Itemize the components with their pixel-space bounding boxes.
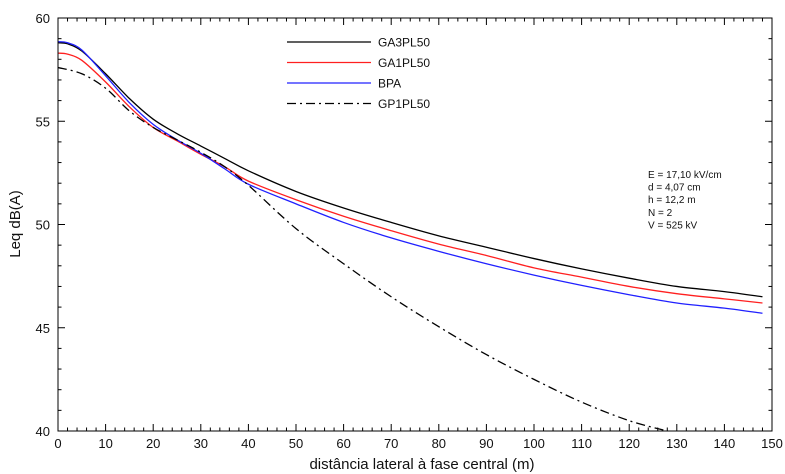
- x-tick-label: 80: [432, 436, 446, 451]
- annotation-line: V = 525 kV: [648, 220, 698, 231]
- x-tick-label: 140: [714, 436, 736, 451]
- y-tick-label: 55: [36, 114, 50, 129]
- y-tick-label: 40: [36, 424, 50, 439]
- series-line-ga3pl50: [57, 42, 763, 298]
- x-tick-label: 20: [146, 436, 160, 451]
- series-line-ga1pl50: [57, 52, 763, 304]
- x-tick-label: 90: [479, 436, 493, 451]
- series-line-gp1pl50: [57, 66, 668, 432]
- annotation-line: d = 4,07 cm: [648, 183, 701, 194]
- x-tick-label: 130: [666, 436, 688, 451]
- x-tick-label: 70: [384, 436, 398, 451]
- x-tick-label: 0: [54, 436, 61, 451]
- x-tick-label: 30: [194, 436, 208, 451]
- y-tick-label: 50: [36, 218, 50, 233]
- x-tick-label: 120: [618, 436, 640, 451]
- x-tick-label: 110: [571, 436, 592, 451]
- annotation-line: E = 17,10 kV/cm: [648, 170, 722, 181]
- legend-label-gp1pl50: GP1PL50: [378, 97, 430, 111]
- x-tick-label: 100: [523, 436, 545, 451]
- y-tick-label: 45: [36, 321, 50, 336]
- series-line-bpa: [57, 41, 763, 314]
- legend: GA3PL50 GA1PL50 BPA GP1PL50: [287, 36, 430, 111]
- parameter-annotations: E = 17,10 kV/cm d = 4,07 cmh = 12,2 m N = …: [648, 170, 722, 231]
- x-tick-label: 60: [336, 436, 350, 451]
- series-layer: [57, 41, 763, 432]
- x-tick-label: 50: [289, 436, 303, 451]
- x-tick-label: 40: [241, 436, 255, 451]
- x-tick-label: 150: [761, 436, 783, 451]
- legend-label-bpa: BPA: [378, 77, 401, 91]
- plot-frame: [57, 17, 773, 432]
- annotation-line: N = 2: [648, 208, 673, 219]
- x-axis-title: distância lateral à fase central (m): [309, 456, 534, 473]
- annotation-line: h = 12,2 m: [648, 195, 696, 206]
- legend-label-ga1pl50: GA1PL50: [378, 56, 430, 70]
- y-tick-label: 60: [36, 11, 50, 26]
- y-axis-title: Leq dB(A): [7, 190, 24, 258]
- legend-label-ga3pl50: GA3PL50: [378, 36, 430, 50]
- x-tick-label: 10: [98, 436, 112, 451]
